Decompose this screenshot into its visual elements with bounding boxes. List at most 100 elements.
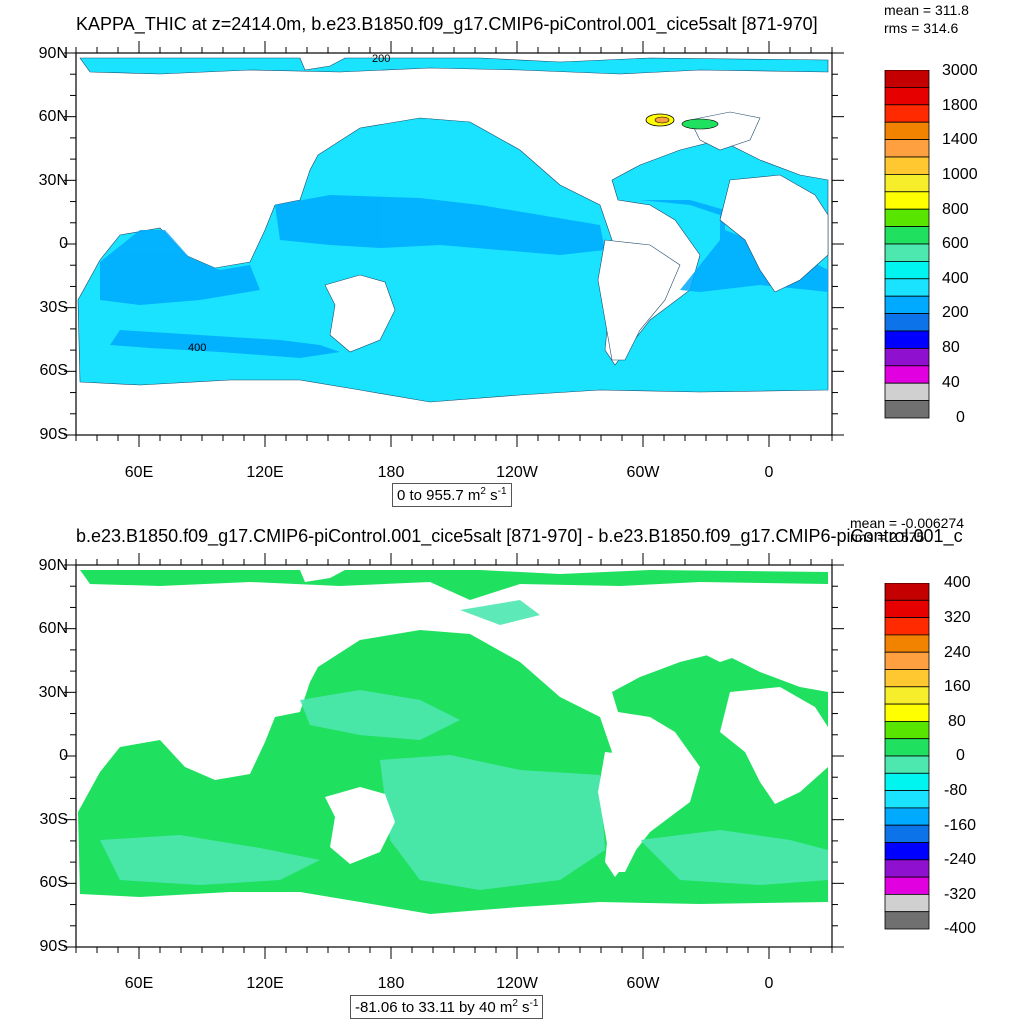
bottom-cb-label-160: 160 — [944, 678, 971, 695]
bottom-greenland-land — [690, 624, 760, 662]
top-xlabel-60w: 60W — [626, 464, 660, 481]
top-range-box: 0 to 955.7 m2 s-1 — [392, 483, 512, 507]
top-cb-label-200: 200 — [942, 304, 969, 321]
bottom-colorbar-swatch — [884, 599, 930, 618]
top-ylabel-0: 0 — [59, 235, 68, 252]
bottom-ylabel-30s: 30S — [39, 811, 68, 828]
top-southamerica-land — [597, 239, 681, 361]
top-cb-label-600: 600 — [942, 235, 969, 252]
top-range-mid: s — [485, 487, 498, 504]
top-cb-label-0: 0 — [956, 409, 965, 426]
bottom-xlabel-120w: 120W — [496, 975, 538, 992]
bottom-colorbar-swatch — [884, 634, 930, 653]
bottom-antarctica-land — [76, 900, 832, 947]
bottom-ylabel-60s: 60S — [39, 874, 68, 891]
bottom-cyan-patch-4 — [640, 830, 828, 885]
bottom-range-sup2: -1 — [529, 998, 539, 1009]
bottom-range-sup1: 2 — [512, 998, 518, 1009]
top-ylabel-60n: 60N — [38, 108, 68, 125]
top-cb-label-400: 400 — [942, 270, 969, 287]
top-xlabel-120w: 120W — [496, 464, 538, 481]
bottom-cb-label-320: 320 — [944, 609, 971, 626]
bottom-xlabel-0: 0 — [764, 975, 774, 992]
bottom-cb-label-80: 80 — [948, 713, 966, 730]
top-cb-label-40: 40 — [942, 374, 960, 391]
bottom-ylabel-30n: 30N — [38, 684, 68, 701]
bottom-xlabel-180: 180 — [377, 975, 405, 992]
bottom-colorbar-swatch — [884, 738, 930, 757]
bottom-xlabel-60w: 60W — [626, 975, 660, 992]
top-labrador-hotspot — [645, 113, 719, 130]
bottom-arctic-ocean — [80, 570, 828, 600]
bottom-colorbar-swatch — [884, 583, 930, 601]
bottom-colorbar-swatch — [884, 669, 930, 688]
bottom-cyan-patch-3 — [100, 835, 320, 885]
top-cb-label-1400: 1400 — [942, 131, 978, 148]
bottom-cb-label-m400: -400 — [944, 920, 977, 937]
top-cb-label-1800: 1800 — [942, 97, 978, 114]
panel-bottom-rms: rms = 2.575 — [850, 529, 925, 545]
top-antarctica-land — [76, 388, 832, 435]
bottom-africa-land — [720, 687, 828, 804]
bottom-ylabel-60n: 60N — [38, 620, 68, 637]
bottom-colorbar-swatch — [884, 651, 930, 670]
top-range-text: 0 to 955.7 m — [397, 487, 481, 504]
top-ylabel-90n: 90N — [38, 45, 68, 62]
bottom-cb-label-m80: -80 — [944, 782, 968, 799]
bottom-cb-label-400: 400 — [944, 574, 971, 591]
top-cb-label-3000: 3000 — [942, 62, 978, 79]
bottom-colorbar-swatch — [884, 807, 930, 826]
bottom-cb-label-240: 240 — [944, 644, 971, 661]
bottom-colorbar-swatch — [884, 686, 930, 705]
bottom-cyan-patch-1 — [300, 690, 460, 740]
top-ylabel-90s: 90S — [39, 426, 68, 443]
panel-top-mean: mean = 311.8 — [884, 2, 969, 18]
bottom-xlabel-60e: 60E — [124, 975, 154, 992]
bottom-colorbar-swatch — [884, 755, 930, 774]
top-cb-label-1000: 1000 — [942, 166, 978, 183]
top-ylabel-30s: 30S — [39, 299, 68, 316]
top-africa-land — [719, 174, 829, 293]
bottom-range-box: -81.06 to 33.11 by 40 m2 s-1 — [350, 995, 544, 1019]
top-equatorial-band — [275, 195, 605, 255]
bottom-cb-label-m240: -240 — [944, 851, 977, 868]
bottom-ylabel-90s: 90S — [39, 938, 68, 955]
top-cb-label-800: 800 — [942, 201, 969, 218]
bottom-cb-label-m320: -320 — [944, 886, 977, 903]
top-xlabel-60e: 60E — [124, 464, 154, 481]
bottom-colorbar-swatch — [884, 790, 930, 809]
bottom-colorbar-swatch — [884, 703, 930, 722]
panel-top-map: 200 400 — [64, 41, 844, 447]
bottom-ylabel-0: 0 — [59, 747, 68, 764]
bottom-colorbar-swatch — [884, 876, 930, 895]
top-range-sup2: -1 — [497, 486, 507, 497]
panel-bottom-mean: mean = -0.006274 — [850, 515, 965, 531]
bottom-cb-label-m160: -160 — [944, 817, 977, 834]
bottom-colorbar-swatch — [884, 824, 930, 843]
bottom-southamerica-land — [598, 752, 680, 872]
bottom-colorbar-swatch — [884, 720, 930, 740]
bottom-tick-marks — [64, 553, 844, 959]
top-cb-label-80: 80 — [942, 339, 960, 356]
top-colorbar — [884, 70, 930, 419]
top-southern-band — [110, 330, 340, 358]
bottom-ylabel-90n: 90N — [38, 557, 68, 574]
bottom-cyan-patch-5 — [460, 600, 540, 625]
bottom-colorbar-swatch — [884, 772, 930, 792]
bottom-australia-land — [325, 787, 395, 864]
top-arctic-ocean — [79, 57, 829, 75]
top-colorbar-swatch — [884, 400, 930, 419]
bottom-cb-label-0: 0 — [956, 747, 965, 764]
top-xlabel-120e: 120E — [246, 464, 284, 481]
bottom-colorbar-swatch — [884, 859, 930, 878]
bottom-colorbar — [884, 583, 930, 930]
top-australia-land — [324, 274, 396, 353]
bottom-xlabel-120e: 120E — [246, 975, 284, 992]
top-ylabel-60s: 60S — [39, 362, 68, 379]
top-range-sup1: 2 — [480, 486, 486, 497]
top-ylabel-30n: 30N — [38, 172, 68, 189]
panel-top-rms: rms = 314.6 — [884, 20, 959, 36]
bottom-colorbar-swatch — [884, 617, 930, 636]
bottom-cyan-patch-2 — [380, 755, 605, 890]
